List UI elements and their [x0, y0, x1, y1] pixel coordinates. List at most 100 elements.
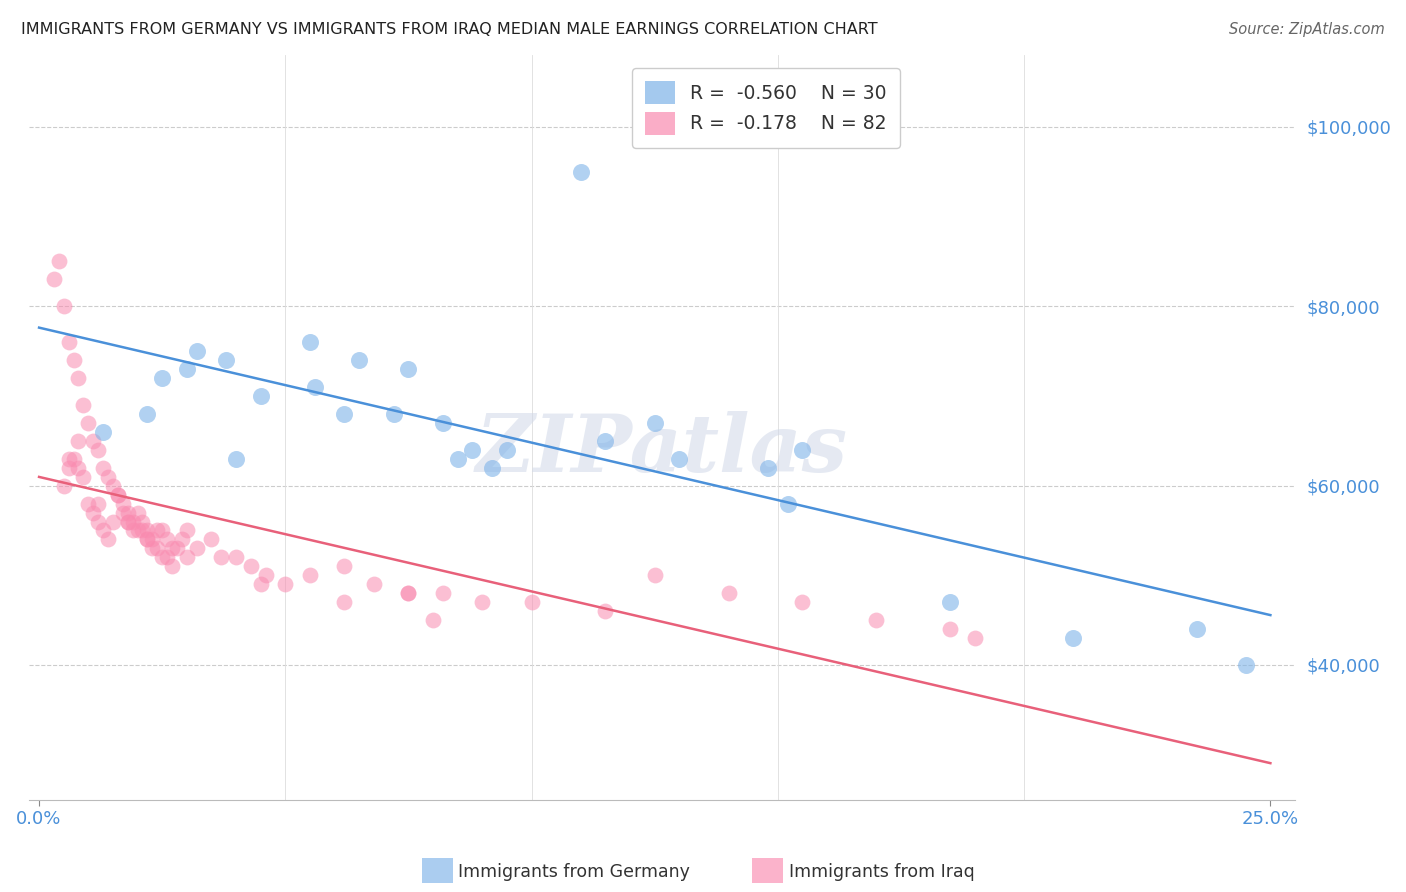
Point	[121, 515, 143, 529]
Point	[382, 407, 405, 421]
Point	[141, 541, 163, 556]
Point	[160, 559, 183, 574]
Point	[717, 586, 740, 600]
Point	[481, 460, 503, 475]
Point	[644, 416, 666, 430]
Point	[136, 407, 159, 421]
Point	[668, 451, 690, 466]
Point	[776, 497, 799, 511]
Point	[756, 460, 779, 475]
Point	[58, 460, 80, 475]
Point	[398, 362, 420, 376]
Point	[101, 478, 124, 492]
Point	[107, 487, 129, 501]
Point	[91, 425, 114, 439]
Point	[461, 442, 484, 457]
Point	[97, 469, 120, 483]
Point	[347, 353, 370, 368]
Point	[432, 586, 454, 600]
Text: Immigrants from Germany: Immigrants from Germany	[458, 863, 690, 881]
Point	[520, 595, 543, 609]
Point	[62, 353, 84, 368]
Point	[67, 434, 90, 448]
Point	[865, 613, 887, 627]
Point	[58, 335, 80, 350]
Point	[160, 541, 183, 556]
Point	[1234, 658, 1257, 673]
Point	[67, 460, 90, 475]
Point	[792, 442, 814, 457]
Point	[52, 478, 75, 492]
Text: ZIPatlas: ZIPatlas	[477, 411, 848, 489]
Point	[1185, 622, 1208, 636]
Point	[131, 524, 153, 538]
Point	[87, 442, 110, 457]
Point	[77, 416, 100, 430]
Point	[72, 398, 94, 412]
Point	[52, 299, 75, 313]
Point	[150, 550, 173, 565]
Point	[117, 515, 139, 529]
Point	[42, 272, 65, 286]
Point	[111, 497, 134, 511]
Point	[963, 631, 986, 645]
Point	[136, 533, 159, 547]
Point	[186, 541, 208, 556]
Text: Immigrants from Iraq: Immigrants from Iraq	[789, 863, 974, 881]
Point	[48, 254, 70, 268]
Point	[136, 533, 159, 547]
Point	[496, 442, 519, 457]
Point	[58, 451, 80, 466]
Point	[569, 165, 592, 179]
Point	[117, 515, 139, 529]
Point	[249, 389, 271, 403]
Point	[107, 487, 129, 501]
Point	[298, 568, 321, 582]
Point	[127, 524, 149, 538]
Point	[141, 533, 163, 547]
Point	[200, 533, 222, 547]
Point	[595, 604, 617, 618]
Point	[156, 533, 179, 547]
Point	[87, 497, 110, 511]
Point	[170, 533, 193, 547]
Point	[176, 524, 198, 538]
Point	[67, 371, 90, 385]
Point	[186, 344, 208, 359]
Point	[644, 568, 666, 582]
Point	[225, 550, 247, 565]
Point	[146, 524, 169, 538]
Point	[62, 451, 84, 466]
Point	[398, 586, 420, 600]
Point	[176, 362, 198, 376]
Point	[447, 451, 470, 466]
Point	[333, 595, 356, 609]
Point	[304, 380, 326, 394]
Point	[136, 524, 159, 538]
Point	[254, 568, 277, 582]
Point	[398, 586, 420, 600]
Point	[215, 353, 238, 368]
Point	[333, 407, 356, 421]
Point	[595, 434, 617, 448]
Point	[91, 524, 114, 538]
Point	[1062, 631, 1084, 645]
Text: IMMIGRANTS FROM GERMANY VS IMMIGRANTS FROM IRAQ MEDIAN MALE EARNINGS CORRELATION: IMMIGRANTS FROM GERMANY VS IMMIGRANTS FR…	[21, 22, 877, 37]
Point	[127, 506, 149, 520]
Point	[156, 550, 179, 565]
Point	[82, 434, 104, 448]
Point	[249, 577, 271, 591]
Point	[82, 506, 104, 520]
Point	[117, 506, 139, 520]
Point	[176, 550, 198, 565]
Point	[239, 559, 262, 574]
Text: Source: ZipAtlas.com: Source: ZipAtlas.com	[1229, 22, 1385, 37]
Point	[131, 515, 153, 529]
Point	[72, 469, 94, 483]
Point	[101, 515, 124, 529]
Point	[298, 335, 321, 350]
Point	[225, 451, 247, 466]
Point	[146, 541, 169, 556]
Point	[471, 595, 494, 609]
Point	[166, 541, 188, 556]
